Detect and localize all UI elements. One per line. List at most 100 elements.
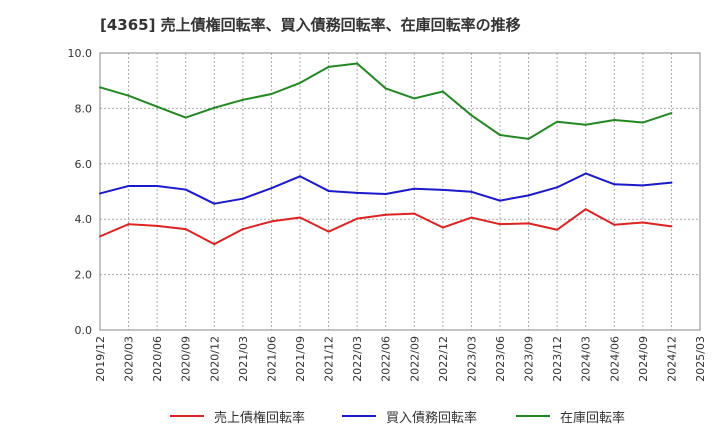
legend-item-2: 買入債務回転率 [342, 404, 477, 428]
data-point [327, 230, 330, 233]
legend-swatch [516, 415, 550, 417]
legend-item-1: 売上債権回転率 [170, 404, 305, 428]
data-point [156, 105, 159, 108]
data-point [670, 112, 673, 115]
data-point [641, 221, 644, 224]
plot-frame [99, 52, 701, 331]
data-point [384, 213, 387, 216]
x-tick-label: 2022/12 [437, 336, 450, 382]
data-point [613, 223, 616, 226]
data-point [127, 223, 130, 226]
data-point [470, 216, 473, 219]
x-tick-label: 2024/06 [608, 336, 621, 382]
data-point [641, 184, 644, 187]
data-point [527, 137, 530, 140]
data-point [213, 202, 216, 205]
data-point [99, 235, 101, 238]
data-point [241, 98, 244, 101]
data-point [384, 192, 387, 195]
legend: 売上債権回転率 買入債務回転率 在庫回転率 [0, 404, 720, 428]
data-point [470, 114, 473, 117]
data-point [441, 188, 444, 191]
x-tick-label: 2021/12 [323, 336, 336, 382]
y-tick-label: 10.0 [68, 47, 93, 60]
data-point [527, 222, 530, 225]
data-point [213, 243, 216, 246]
data-point [156, 184, 159, 187]
data-point [327, 189, 330, 192]
data-point [413, 212, 416, 215]
x-tick-label: 2021/03 [237, 336, 250, 382]
data-point [670, 225, 673, 228]
x-tick-label: 2024/03 [580, 336, 593, 382]
x-tick-label: 2022/06 [380, 336, 393, 382]
chart-title: [4365] 売上債権回転率、買入債務回転率、在庫回転率の推移 [100, 16, 521, 34]
data-point [184, 188, 187, 191]
data-point [613, 119, 616, 122]
x-tick-label: 2023/09 [523, 336, 536, 382]
data-point [299, 175, 301, 178]
data-point [441, 226, 444, 229]
x-tick-label: 2023/03 [465, 336, 478, 382]
data-point [499, 199, 501, 202]
data-point [299, 81, 301, 84]
data-point [584, 208, 587, 211]
x-tick-label: 2024/12 [665, 336, 678, 382]
x-tick-label: 2020/03 [123, 336, 136, 382]
data-point [241, 197, 244, 200]
data-point [270, 187, 273, 190]
data-point [356, 217, 359, 220]
data-point [413, 97, 416, 100]
data-point [613, 183, 616, 186]
x-tick-label: 2023/12 [551, 336, 564, 382]
x-tick-label: 2022/03 [351, 336, 364, 382]
legend-swatch [170, 415, 204, 417]
x-tick-label: 2020/12 [208, 336, 221, 382]
y-tick-label: 4.0 [75, 213, 93, 226]
data-point [384, 87, 387, 90]
data-point [184, 228, 187, 231]
data-point [413, 187, 416, 190]
y-tick-label: 0.0 [75, 324, 93, 337]
x-tick-label: 2020/09 [180, 336, 193, 382]
data-point [270, 220, 273, 223]
data-point [641, 121, 644, 124]
x-tick-label: 2021/09 [294, 336, 307, 382]
x-tick-label: 2020/06 [151, 336, 164, 382]
data-point [270, 92, 273, 95]
y-tick-label: 8.0 [75, 102, 93, 115]
data-point [556, 186, 559, 189]
x-tick-label: 2024/09 [637, 336, 650, 382]
y-tick-label: 2.0 [75, 269, 93, 282]
data-point [99, 192, 101, 195]
data-point [527, 194, 530, 197]
data-point [356, 62, 359, 65]
x-tick-label: 2021/06 [265, 336, 278, 382]
data-point [584, 123, 587, 126]
data-point [499, 223, 501, 226]
y-tick-label: 6.0 [75, 158, 93, 171]
x-tick-label: 2022/09 [408, 336, 421, 382]
data-point [156, 224, 159, 227]
data-point [213, 106, 216, 109]
data-point [556, 228, 559, 231]
data-point [470, 190, 473, 193]
x-tick-label: 2025/03 [694, 336, 707, 382]
series-lines [99, 62, 673, 246]
data-point [499, 133, 501, 136]
x-tick-label: 2023/06 [494, 336, 507, 382]
data-point [584, 172, 587, 175]
data-point [356, 191, 359, 194]
legend-label: 在庫回転率 [560, 410, 626, 426]
data-point [241, 228, 244, 231]
axes [99, 52, 701, 331]
data-point [670, 181, 673, 184]
tick-labels: 0.0 2.0 4.0 6.0 8.0 10.0 2019/12 2020/03 2020/06… [68, 47, 708, 382]
data-point [556, 120, 559, 123]
data-point [441, 90, 444, 93]
data-point [299, 216, 301, 219]
legend-label: 買入債務回転率 [386, 410, 478, 426]
data-point [99, 86, 101, 89]
legend-item-3: 在庫回転率 [516, 404, 625, 428]
